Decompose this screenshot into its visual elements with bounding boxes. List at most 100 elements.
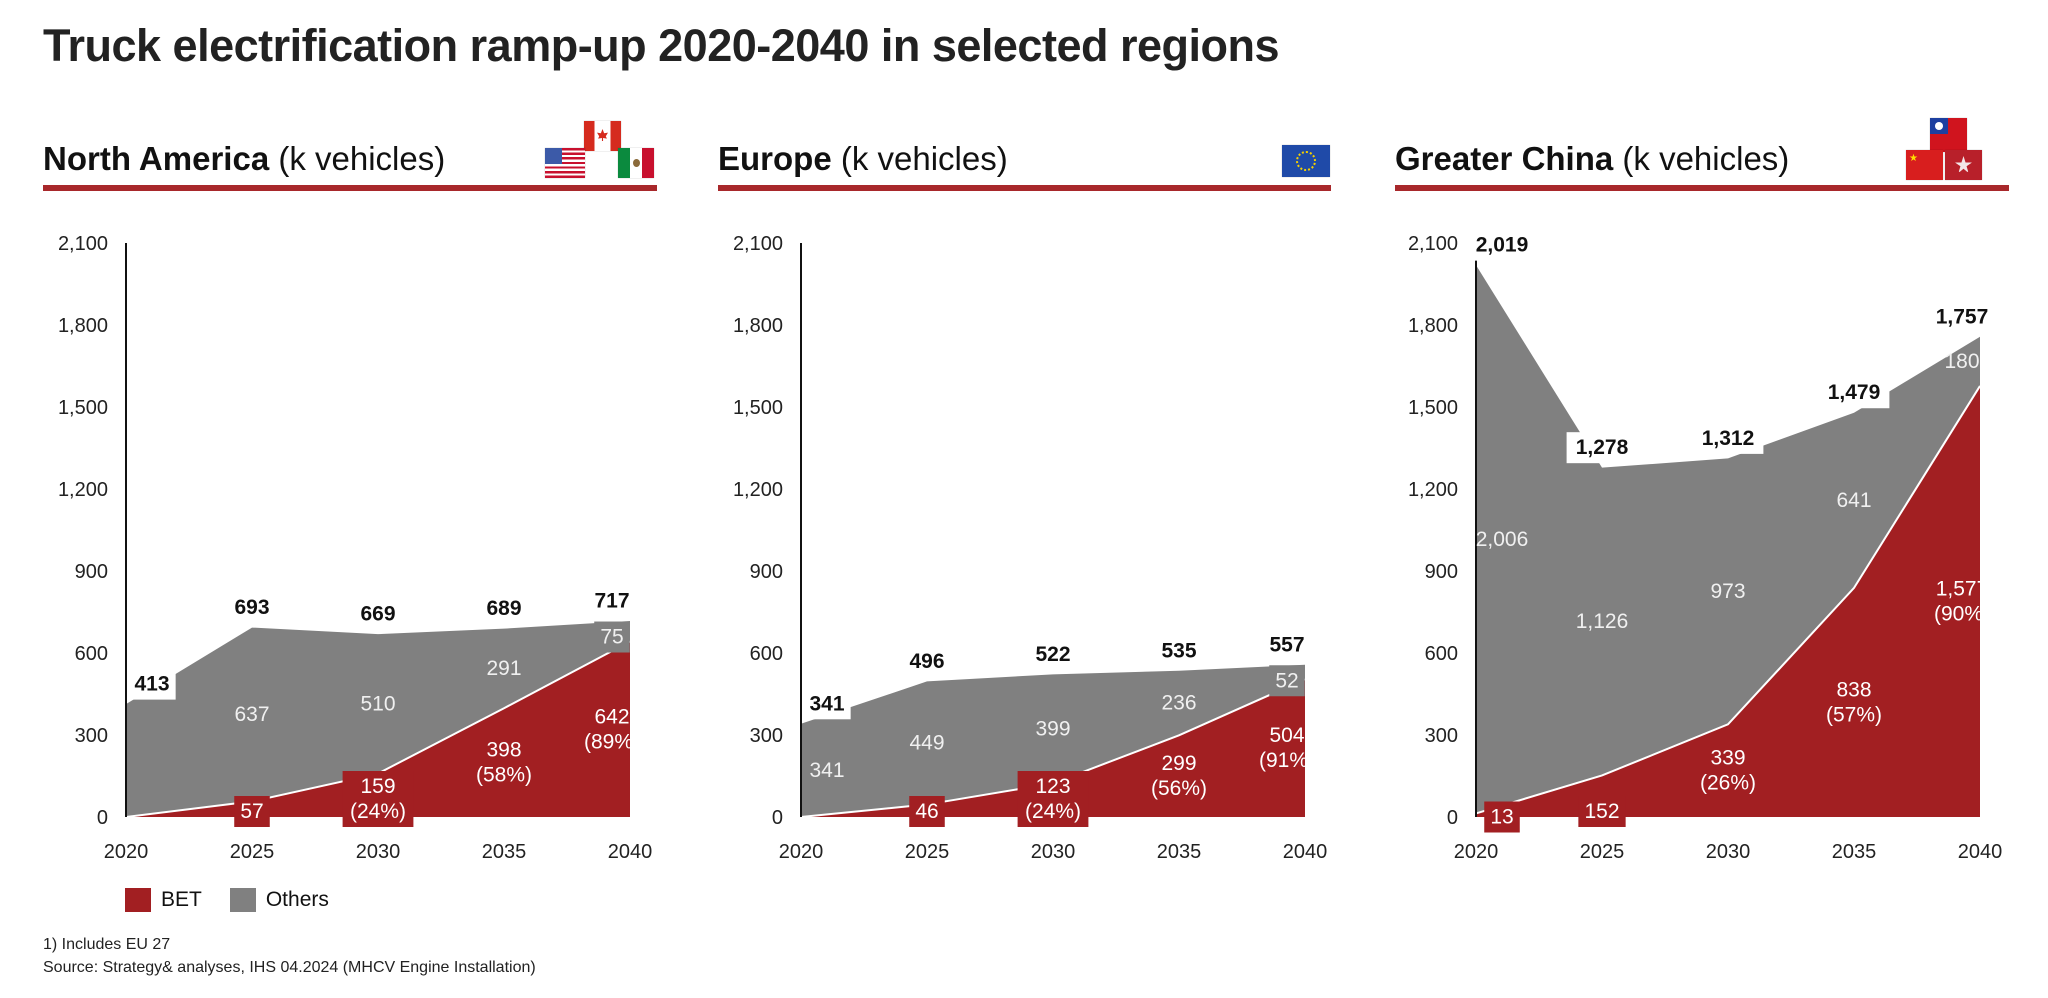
others-value-label: 52 (1275, 669, 1298, 692)
bet-value-label-box (342, 771, 414, 827)
y-tick-label: 1,200 (733, 479, 783, 501)
total-label-box (228, 592, 276, 624)
bet-value-label-box (1017, 771, 1089, 827)
bet-value-label: (91%) (1259, 749, 1315, 772)
y-tick-label: 300 (1425, 725, 1458, 747)
x-tick-label: 2030 (1706, 841, 1751, 863)
legend-label-bet: BET (161, 888, 202, 911)
header-rule (718, 185, 1331, 191)
bet-value-label: 398 (486, 739, 521, 762)
usa-flag-icon (545, 148, 585, 178)
legend: BET Others (125, 888, 329, 912)
y-tick-label: 1,500 (58, 397, 108, 419)
bet-value-label: (57%) (1826, 703, 1882, 726)
y-tick-label: 2,100 (733, 233, 783, 255)
x-tick-label: 2030 (1031, 841, 1076, 863)
others-value-label: 341 (809, 759, 844, 782)
hong-kong-flag-icon (1945, 150, 1982, 180)
x-tick-label: 2035 (1832, 841, 1877, 863)
total-label: 669 (360, 603, 395, 626)
others-value-label: 510 (360, 692, 395, 715)
y-tick-label: 1,200 (58, 479, 108, 501)
bet-value-label: 642 (594, 705, 629, 728)
eu-flag-icon (1282, 145, 1330, 177)
y-tick-label: 300 (750, 725, 783, 747)
x-tick-label: 2025 (905, 841, 950, 863)
others-value-label: 236 (1161, 692, 1196, 715)
x-tick-label: 2040 (1283, 841, 1328, 863)
bet-value-label: (89%) (584, 730, 640, 753)
total-label-box (354, 598, 402, 630)
total-label: 1,757 (1936, 305, 1989, 328)
total-label: 1,312 (1702, 427, 1755, 450)
total-label: 522 (1035, 643, 1070, 666)
bet-value-label: (56%) (1151, 777, 1207, 800)
legend-swatch-others (229, 888, 256, 912)
panel-header-greater-china: Greater China (k vehicles) (1395, 140, 1789, 178)
total-label-box (1263, 629, 1311, 661)
y-tick-label: 600 (75, 643, 108, 665)
region-name: Europe (718, 140, 832, 177)
y-tick-label: 1,800 (58, 315, 108, 337)
total-label: 693 (234, 596, 269, 619)
unit-label: (k vehicles) (1622, 140, 1790, 177)
bet-value-label: 57 (240, 800, 263, 823)
bet-value-label: 13 (1490, 806, 1513, 829)
taiwan-flag-icon (1930, 118, 1967, 152)
total-label-box (1029, 638, 1077, 670)
y-tick-label: 600 (750, 643, 783, 665)
bet-value-label: (58%) (476, 764, 532, 787)
bet-value-label: 504 (1269, 724, 1304, 747)
bet-value-label-box (234, 796, 270, 827)
others-value-label: 973 (1710, 580, 1745, 603)
y-tick-label: 900 (1425, 561, 1458, 583)
y-tick-label: 1,200 (1408, 479, 1458, 501)
total-label: 2,019 (1476, 234, 1529, 257)
y-tick-label: 1,800 (1408, 315, 1458, 337)
bet-value-label: 152 (1584, 800, 1619, 823)
others-value-label: 637 (234, 703, 269, 726)
bet-value-label-box (909, 796, 945, 827)
legend-label-others: Others (265, 888, 329, 911)
legend-swatch-bet (125, 888, 151, 912)
others-value-label: 399 (1035, 717, 1070, 740)
canada-flag-icon (584, 121, 621, 151)
panel-header-europe: Europe (k vehicles) (718, 140, 1008, 178)
total-label-box (588, 585, 636, 617)
bet-value-label: (90%) (1934, 602, 1990, 625)
panel-header-north-america: North America (k vehicles) (43, 140, 445, 178)
bet-value-label: 159 (360, 775, 395, 798)
total-label-box (1566, 432, 1638, 464)
y-tick-label: 1,500 (733, 397, 783, 419)
x-tick-label: 2030 (356, 841, 401, 863)
unit-label: (k vehicles) (278, 140, 446, 177)
x-tick-label: 2040 (1958, 841, 2003, 863)
y-tick-label: 0 (1447, 807, 1458, 829)
y-tick-label: 1,800 (733, 315, 783, 337)
others-value-label: 449 (909, 731, 944, 754)
bet-value-label: 46 (915, 800, 938, 823)
footnote: 1) Includes EU 27 (43, 936, 171, 953)
china-flag-icon: ★ (1906, 150, 1943, 180)
total-label-box (903, 645, 951, 677)
y-tick-label: 900 (75, 561, 108, 583)
bet-area (801, 679, 1305, 817)
others-value-label: 291 (486, 657, 521, 680)
bet-value-label: 299 (1161, 752, 1196, 775)
y-tick-label: 900 (750, 561, 783, 583)
x-tick-label: 2035 (482, 841, 527, 863)
total-label-box (1155, 635, 1203, 667)
others-value-label: 1,126 (1576, 610, 1629, 633)
bet-value-label: (24%) (350, 800, 406, 823)
bet-value-label: 123 (1035, 775, 1070, 798)
y-tick-label: 600 (1425, 643, 1458, 665)
x-tick-label: 2025 (230, 841, 275, 863)
y-tick-label: 2,100 (58, 233, 108, 255)
bet-area (1476, 385, 1980, 817)
bet-boundary-line (1475, 385, 1981, 815)
header-rule (43, 185, 657, 191)
header-rule (1395, 185, 2009, 191)
mexico-flag-icon (618, 148, 654, 178)
total-label: 689 (486, 597, 521, 620)
y-tick-label: 0 (97, 807, 108, 829)
